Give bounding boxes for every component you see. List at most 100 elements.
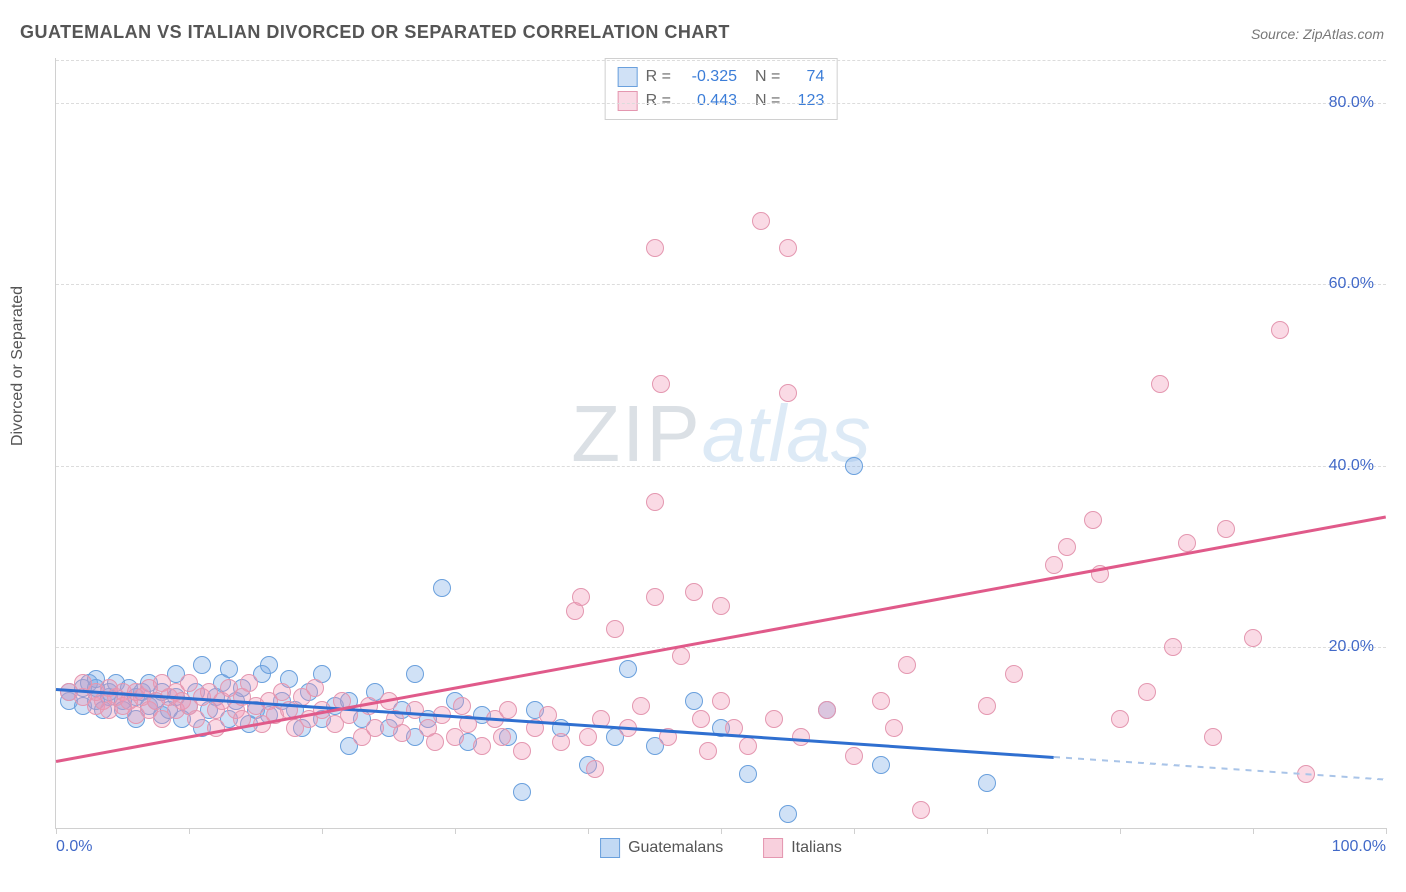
scatter-point <box>646 588 664 606</box>
x-tick <box>1120 828 1121 834</box>
scatter-point <box>1005 665 1023 683</box>
x-tick <box>854 828 855 834</box>
scatter-point <box>240 674 258 692</box>
n-value-guatemalans: 74 <box>788 65 824 89</box>
scatter-point <box>978 774 996 792</box>
y-tick-label: 80.0% <box>1329 94 1374 112</box>
r-value-italians: 0.443 <box>679 89 737 113</box>
trend-line <box>1053 756 1386 781</box>
grid-line <box>56 466 1386 467</box>
scatter-point <box>1271 321 1289 339</box>
scatter-point <box>898 656 916 674</box>
r-label: R = <box>646 65 671 89</box>
grid-line <box>56 103 1386 104</box>
scatter-point <box>193 656 211 674</box>
scatter-point <box>765 710 783 728</box>
scatter-point <box>1244 629 1262 647</box>
scatter-point <box>845 747 863 765</box>
scatter-point <box>1045 556 1063 574</box>
correlation-row-italians: R = 0.443 N = 123 <box>618 89 825 113</box>
scatter-point <box>646 493 664 511</box>
n-value-italians: 123 <box>788 89 824 113</box>
scatter-point <box>752 212 770 230</box>
r-label: R = <box>646 89 671 113</box>
scatter-point <box>513 783 531 801</box>
scatter-point <box>453 697 471 715</box>
correlation-row-guatemalans: R = -0.325 N = 74 <box>618 65 825 89</box>
scatter-point <box>1178 534 1196 552</box>
x-tick <box>1386 828 1387 834</box>
x-tick <box>189 828 190 834</box>
x-tick <box>1253 828 1254 834</box>
scatter-point <box>513 742 531 760</box>
x-tick <box>56 828 57 834</box>
scatter-point <box>493 728 511 746</box>
scatter-point <box>912 801 930 819</box>
grid-line <box>56 284 1386 285</box>
scatter-point <box>699 742 717 760</box>
scatter-point <box>586 760 604 778</box>
scatter-point <box>433 579 451 597</box>
scatter-point <box>672 647 690 665</box>
scatter-point <box>579 728 597 746</box>
x-tick-label: 100.0% <box>1332 838 1386 856</box>
y-tick-label: 40.0% <box>1329 457 1374 475</box>
scatter-point <box>1084 511 1102 529</box>
scatter-point <box>885 719 903 737</box>
scatter-point <box>632 697 650 715</box>
correlation-legend: R = -0.325 N = 74 R = 0.443 N = 123 <box>605 58 838 120</box>
scatter-point <box>739 737 757 755</box>
scatter-point <box>273 683 291 701</box>
y-tick-label: 20.0% <box>1329 638 1374 656</box>
legend-label-italians: Italians <box>791 839 842 857</box>
x-tick <box>588 828 589 834</box>
scatter-point <box>1111 710 1129 728</box>
r-value-guatemalans: -0.325 <box>679 65 737 89</box>
y-axis-label: Divorced or Separated <box>9 286 27 446</box>
scatter-point <box>572 588 590 606</box>
scatter-point <box>1058 538 1076 556</box>
scatter-point <box>652 375 670 393</box>
scatter-point <box>685 692 703 710</box>
scatter-point <box>692 710 710 728</box>
scatter-point <box>393 724 411 742</box>
scatter-point <box>1164 638 1182 656</box>
scatter-point <box>779 384 797 402</box>
scatter-point <box>187 710 205 728</box>
legend-item-guatemalans: Guatemalans <box>600 838 723 858</box>
x-tick <box>987 828 988 834</box>
source-label: Source: ZipAtlas.com <box>1251 26 1384 42</box>
x-tick <box>721 828 722 834</box>
legend-swatch-guatemalans <box>600 838 620 858</box>
legend-label-guatemalans: Guatemalans <box>628 839 723 857</box>
y-tick-label: 60.0% <box>1329 275 1374 293</box>
scatter-point <box>685 583 703 601</box>
legend-item-italians: Italians <box>763 838 842 858</box>
chart-title: GUATEMALAN VS ITALIAN DIVORCED OR SEPARA… <box>20 22 730 43</box>
plot-area: ZIPatlas R = -0.325 N = 74 R = 0.443 N =… <box>55 58 1386 829</box>
scatter-point <box>845 457 863 475</box>
scatter-point <box>712 692 730 710</box>
scatter-point <box>220 660 238 678</box>
legend-swatch-italians <box>763 838 783 858</box>
grid-line <box>56 60 1386 61</box>
n-label: N = <box>755 89 780 113</box>
series-legend: Guatemalans Italians <box>600 838 842 858</box>
scatter-point <box>446 728 464 746</box>
chart-container: GUATEMALAN VS ITALIAN DIVORCED OR SEPARA… <box>0 0 1406 892</box>
scatter-point <box>306 679 324 697</box>
scatter-point <box>818 701 836 719</box>
scatter-point <box>499 701 517 719</box>
scatter-point <box>978 697 996 715</box>
x-tick <box>322 828 323 834</box>
scatter-point <box>779 805 797 823</box>
grid-line <box>56 647 1386 648</box>
scatter-point <box>1138 683 1156 701</box>
scatter-point <box>619 660 637 678</box>
scatter-point <box>646 239 664 257</box>
scatter-point <box>712 597 730 615</box>
scatter-point <box>1151 375 1169 393</box>
scatter-point <box>779 239 797 257</box>
scatter-point <box>406 701 424 719</box>
scatter-point <box>552 733 570 751</box>
